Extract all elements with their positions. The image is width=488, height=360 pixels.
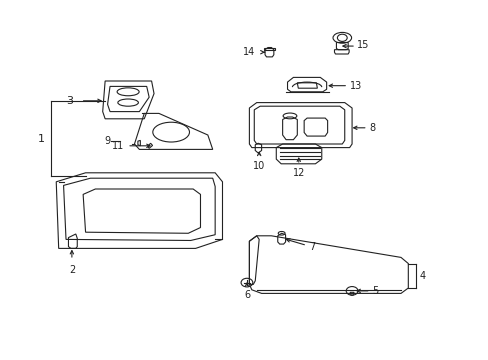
Text: 7: 7 bbox=[308, 242, 315, 252]
Text: 8: 8 bbox=[368, 123, 375, 133]
Text: 3: 3 bbox=[66, 96, 73, 106]
Text: 14: 14 bbox=[243, 47, 255, 57]
Text: 10: 10 bbox=[252, 161, 265, 171]
Text: 5: 5 bbox=[371, 286, 378, 296]
Text: 6: 6 bbox=[244, 290, 249, 300]
Text: 4: 4 bbox=[419, 271, 425, 281]
Text: 13: 13 bbox=[349, 81, 361, 91]
Text: 15: 15 bbox=[356, 40, 368, 50]
Text: 11: 11 bbox=[112, 141, 124, 151]
Text: 9: 9 bbox=[103, 136, 110, 147]
Text: 2: 2 bbox=[69, 265, 75, 275]
Text: 12: 12 bbox=[292, 168, 305, 179]
Text: 1: 1 bbox=[38, 134, 45, 144]
